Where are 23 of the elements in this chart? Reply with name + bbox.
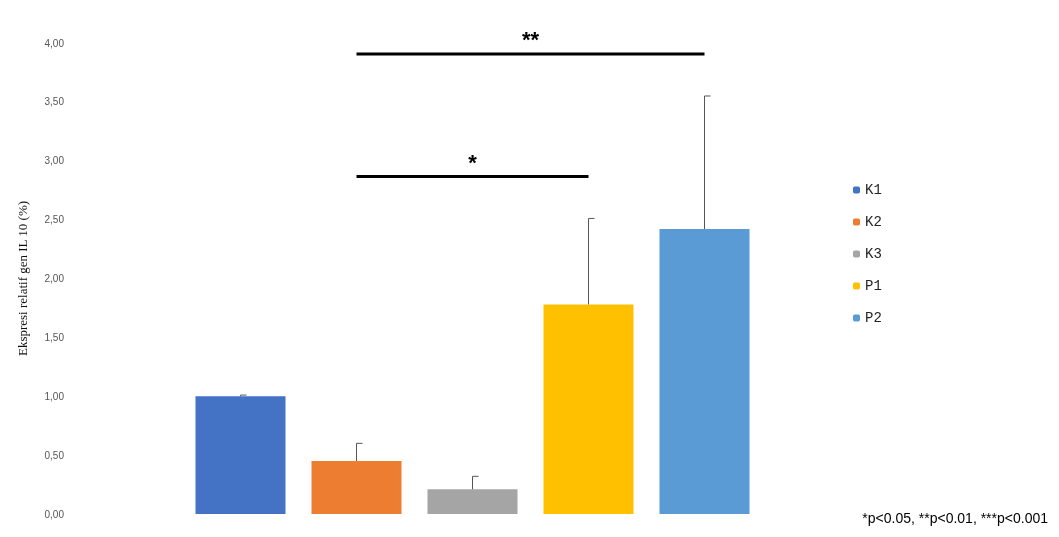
y-tick-label: 0,50 bbox=[44, 449, 65, 461]
bar bbox=[543, 304, 634, 514]
bar bbox=[427, 489, 518, 514]
bar bbox=[659, 229, 750, 514]
bar bbox=[311, 461, 402, 514]
legend-label: K2 bbox=[865, 214, 882, 230]
bar bbox=[195, 396, 286, 514]
y-tick-label: 2,50 bbox=[44, 214, 65, 226]
annotation: ** bbox=[521, 27, 540, 53]
y-tick-label: 0,00 bbox=[44, 508, 65, 520]
y-tick-label: 3,00 bbox=[44, 155, 65, 167]
y-tick-label: 2,00 bbox=[44, 273, 65, 284]
y-tick-label: 1,50 bbox=[44, 331, 65, 343]
legend-label: K1 bbox=[865, 182, 882, 198]
legend-label: P1 bbox=[865, 278, 882, 294]
y-tick-label: 1,00 bbox=[44, 390, 65, 402]
y-axis-title: Ekspresi relatif gen IL 10 (%) bbox=[15, 200, 30, 357]
text: *p<0.05, **p<0.01, ***p<0.001 bbox=[862, 510, 1049, 526]
y-tick-label: 3,50 bbox=[44, 96, 65, 108]
legend-label: P2 bbox=[865, 310, 882, 326]
y-tick-label: 4,00 bbox=[44, 37, 65, 49]
annotation: * bbox=[468, 149, 478, 175]
legend-label: K3 bbox=[865, 246, 882, 262]
